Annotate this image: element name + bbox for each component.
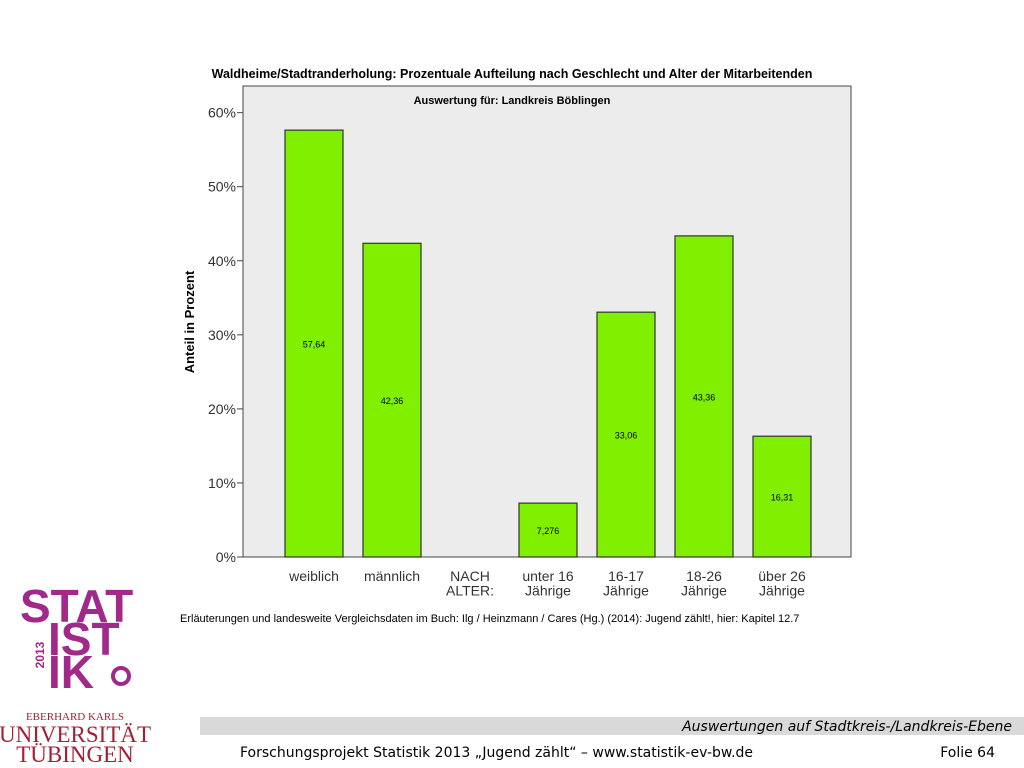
value-label: 42,36 [381, 396, 404, 406]
plot-area [242, 85, 852, 558]
chart-subtitle: Auswertung für: Landkreis Böblingen [414, 95, 611, 107]
university-line: TÜBINGEN [16, 742, 134, 767]
bar [518, 502, 578, 558]
value-label: 16,31 [771, 493, 794, 503]
y-tick-label: 60% [208, 105, 236, 121]
footer-banner [200, 717, 1024, 735]
x-tick-label: 18-26 Jährige [681, 568, 727, 599]
university-logo: EBERHARD KARLS UNIVERSITÄT TÜBINGEN [0, 711, 151, 767]
y-tick-label: 30% [208, 327, 236, 343]
bar [596, 311, 656, 558]
x-tick-label: weiblich [288, 568, 339, 584]
bar [674, 235, 734, 558]
value-label: 33,06 [615, 431, 638, 441]
logo-icon [111, 666, 131, 686]
chart-title: Waldheime/Stadtranderholung: Prozentuale… [212, 67, 813, 81]
y-tick-label: 0% [216, 549, 236, 565]
x-tick-label: männlich [364, 568, 420, 584]
bar [284, 129, 344, 558]
value-label: 43,36 [693, 392, 716, 402]
value-label: 7,276 [537, 526, 560, 536]
slide-number: Folie 64 [940, 745, 995, 761]
value-label: 57,64 [303, 340, 326, 350]
x-tick-label: unter 16 Jährige [522, 568, 574, 599]
footer-text: Forschungsprojekt Statistik 2013 „Jugend… [240, 745, 753, 761]
x-tick-label: NACH ALTER: [446, 568, 494, 599]
footer-banner-text: Auswertungen auf Stadtkreis-/Landkreis-E… [681, 719, 1012, 735]
logo-line: STAT [20, 580, 133, 632]
bar [362, 242, 422, 558]
chart-note: Erläuterungen und landesweite Vergleichs… [180, 613, 799, 625]
y-tick-label: 40% [208, 253, 236, 269]
y-axis-label: Anteil in Prozent [182, 270, 197, 373]
y-tick-label: 10% [208, 475, 236, 491]
logo-year: 2013 [33, 641, 47, 668]
y-tick-label: 50% [208, 179, 236, 195]
x-tick-label: 16-17 Jährige [603, 568, 649, 599]
y-tick-label: 20% [208, 401, 236, 417]
logo: STAT IST IK 2013 [20, 580, 133, 698]
university-line: UNIVERSITÄT [0, 722, 151, 747]
bar [752, 435, 812, 558]
logo-line: IST [48, 613, 120, 665]
university-line: EBERHARD KARLS [26, 711, 124, 723]
x-tick-label: über 26 Jährige [758, 568, 806, 599]
logo-line: IK [48, 646, 94, 698]
